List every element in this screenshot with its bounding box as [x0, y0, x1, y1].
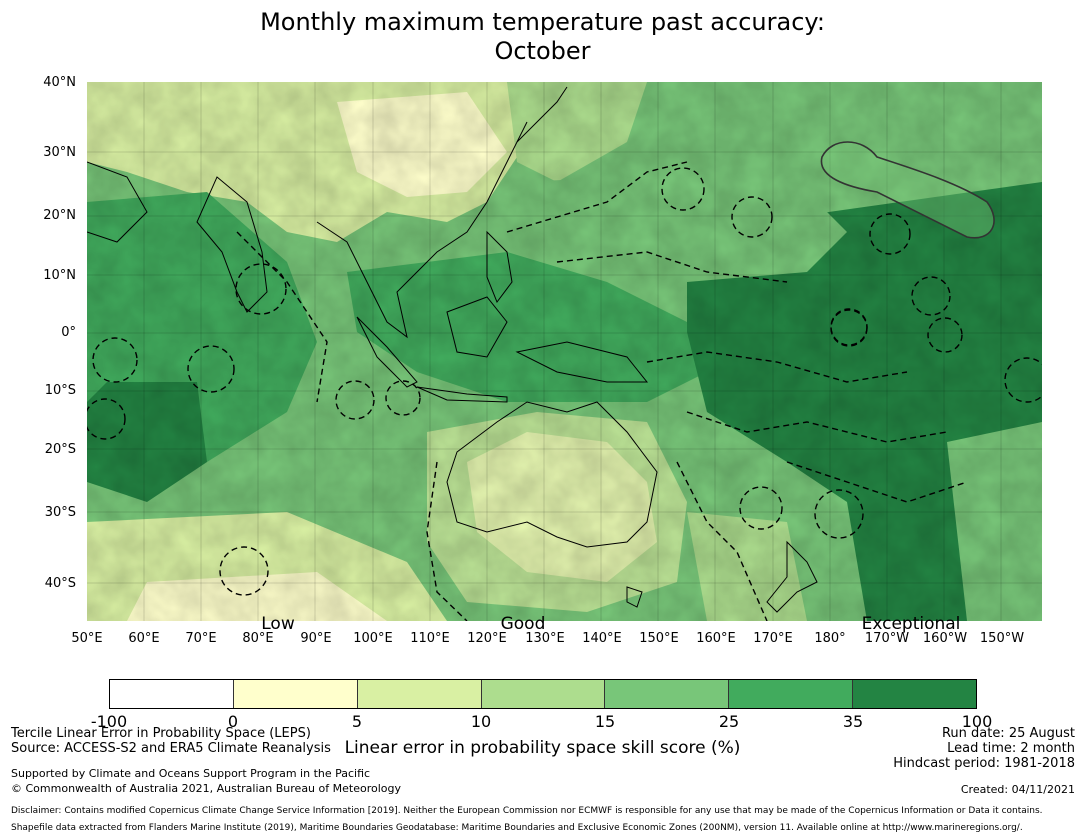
coast-tasmania — [626, 586, 643, 608]
skill-label-good: Good — [500, 614, 546, 634]
method-text: Tercile Linear Error in Probability Spac… — [11, 726, 311, 741]
colorbar — [109, 679, 977, 709]
colorbar-tick: 0 — [227, 712, 239, 731]
chart-title: Monthly maximum temperature past accurac… — [0, 8, 1085, 66]
lon-label: 150°W — [979, 631, 1025, 646]
lon-label: 140°E — [582, 631, 622, 646]
title-line-2: October — [494, 37, 591, 65]
colorbar-segment — [110, 680, 234, 708]
lon-label: 120°E — [467, 631, 507, 646]
lon-label: 60°E — [128, 631, 160, 646]
lon-label: 50°E — [71, 631, 103, 646]
copyright-text: © Commonwealth of Australia 2021, Austra… — [11, 782, 401, 795]
lon-label: 130°E — [525, 631, 565, 646]
disclaimer-text: Disclaimer: Contains modified Copernicus… — [11, 806, 1043, 816]
colorbar-tick: 25 — [718, 712, 740, 731]
skill-label-exceptional: Exceptional — [861, 614, 961, 634]
coastlines — [87, 86, 818, 613]
lat-label: 10°S — [44, 383, 76, 398]
coast-japan — [516, 86, 568, 143]
colorbar-tick: -100 — [90, 712, 128, 731]
colorbar-tick: 35 — [842, 712, 864, 731]
coast-australia — [446, 401, 658, 548]
lon-label: 150°E — [639, 631, 679, 646]
lat-label: 20°N — [43, 208, 76, 223]
colorbar-segment — [729, 680, 854, 708]
lat-label: 40°S — [44, 576, 76, 591]
lon-label: 110°E — [410, 631, 450, 646]
coast-sumatra — [356, 316, 418, 388]
coast-new-zealand — [766, 540, 818, 613]
lon-label: 160°W — [922, 631, 968, 646]
colorbar-tick: 15 — [594, 712, 616, 731]
lat-label: 0° — [61, 325, 76, 340]
lon-label: 180° — [814, 631, 846, 646]
lat-label: 10°N — [43, 268, 76, 283]
colorbar-tick: 100 — [961, 712, 993, 731]
colorbar-segment — [233, 680, 358, 708]
lon-label: 160°E — [696, 631, 736, 646]
shapefile-credit-text: Shapefile data extracted from Flanders M… — [11, 823, 1023, 833]
lead-time-text: Lead time: 2 month — [947, 741, 1075, 756]
colorbar-segment — [853, 680, 977, 708]
graticule — [87, 82, 1042, 621]
colorbar-label: Linear error in probability space skill … — [344, 738, 741, 758]
support-text: Supported by Climate and Oceans Support … — [11, 767, 371, 780]
eez-boundaries — [87, 161, 1042, 621]
colorbar-segment — [357, 680, 482, 708]
texture-overlay — [87, 82, 1042, 621]
lon-label: 170°E — [753, 631, 793, 646]
coast-java — [416, 386, 508, 403]
skill-map — [87, 82, 1042, 621]
colorbar-segment — [481, 680, 606, 708]
lat-label: 40°N — [43, 75, 76, 90]
lat-label: 30°N — [43, 145, 76, 160]
created-text: Created: 04/11/2021 — [960, 783, 1075, 796]
source-text: Source: ACCESS-S2 and ERA5 Climate Reana… — [11, 741, 331, 756]
skill-label-low: Low — [261, 614, 295, 634]
lon-label: 70°E — [185, 631, 217, 646]
coast-philippines — [486, 230, 513, 304]
lon-label: 80°E — [242, 631, 274, 646]
coast-india — [196, 176, 268, 313]
colorbar-tick: 10 — [470, 712, 492, 731]
coast-borneo — [446, 296, 508, 358]
run-date-text: Run date: 25 August — [941, 726, 1075, 741]
lon-label: 170°W — [864, 631, 910, 646]
colorbar-segment — [605, 680, 730, 708]
title-line-1: Monthly maximum temperature past accurac… — [260, 8, 825, 36]
map-svg — [87, 82, 1042, 621]
coast-new-guinea — [515, 341, 649, 383]
hawaii-eez-outline — [820, 141, 995, 239]
lat-label: 30°S — [44, 505, 76, 520]
lon-label: 100°E — [353, 631, 393, 646]
lon-label: 90°E — [300, 631, 332, 646]
colorbar-tick: 5 — [351, 712, 363, 731]
lat-label: 20°S — [44, 442, 76, 457]
coast-arabia — [87, 161, 148, 243]
hindcast-text: Hindcast period: 1981-2018 — [893, 756, 1075, 771]
coast-se-asia — [316, 121, 528, 339]
